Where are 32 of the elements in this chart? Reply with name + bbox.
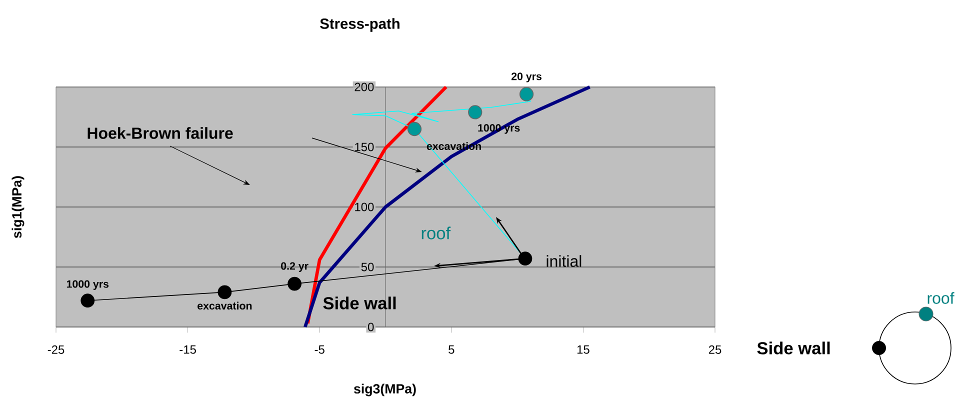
y-tick-label: 200 (354, 82, 374, 92)
annotation: 1000 yrs (478, 124, 520, 134)
x-tick-label: -25 (48, 345, 64, 354)
x-tick-label: -5 (314, 345, 324, 354)
annotation: roof (422, 226, 451, 240)
x-tick-label: 15 (577, 345, 590, 354)
annotation: Side wall (323, 296, 396, 310)
annotation: 20 yrs (511, 72, 542, 82)
annotation: 1000 yrs (66, 280, 109, 290)
y-tick-label: 150 (355, 142, 374, 152)
point (407, 122, 422, 136)
y-tick-label: 0 (368, 322, 374, 332)
annotation: initial (546, 255, 582, 267)
x-tick-label: -15 (180, 345, 196, 354)
point (468, 105, 482, 120)
x-tick-label: 5 (448, 345, 454, 354)
y-tick-label: 50 (361, 262, 374, 272)
point (288, 276, 302, 291)
x-axis-title: sig3(MPa) (354, 384, 416, 396)
x-tick-label: 25 (708, 345, 722, 354)
text: Side wall (757, 342, 830, 354)
annotation: 0.2 yr (281, 262, 308, 272)
point (519, 87, 534, 102)
point (80, 294, 95, 308)
annotation: excavation (198, 302, 252, 310)
annotation: Hoek-Brown failure (88, 127, 233, 139)
y-tick-label: 100 (355, 202, 374, 212)
point (218, 285, 232, 300)
chart-title: Stress-path (320, 18, 400, 32)
text: roof (928, 292, 954, 304)
point (518, 252, 532, 266)
y-axis-title: sig1(MPa) (12, 176, 24, 238)
